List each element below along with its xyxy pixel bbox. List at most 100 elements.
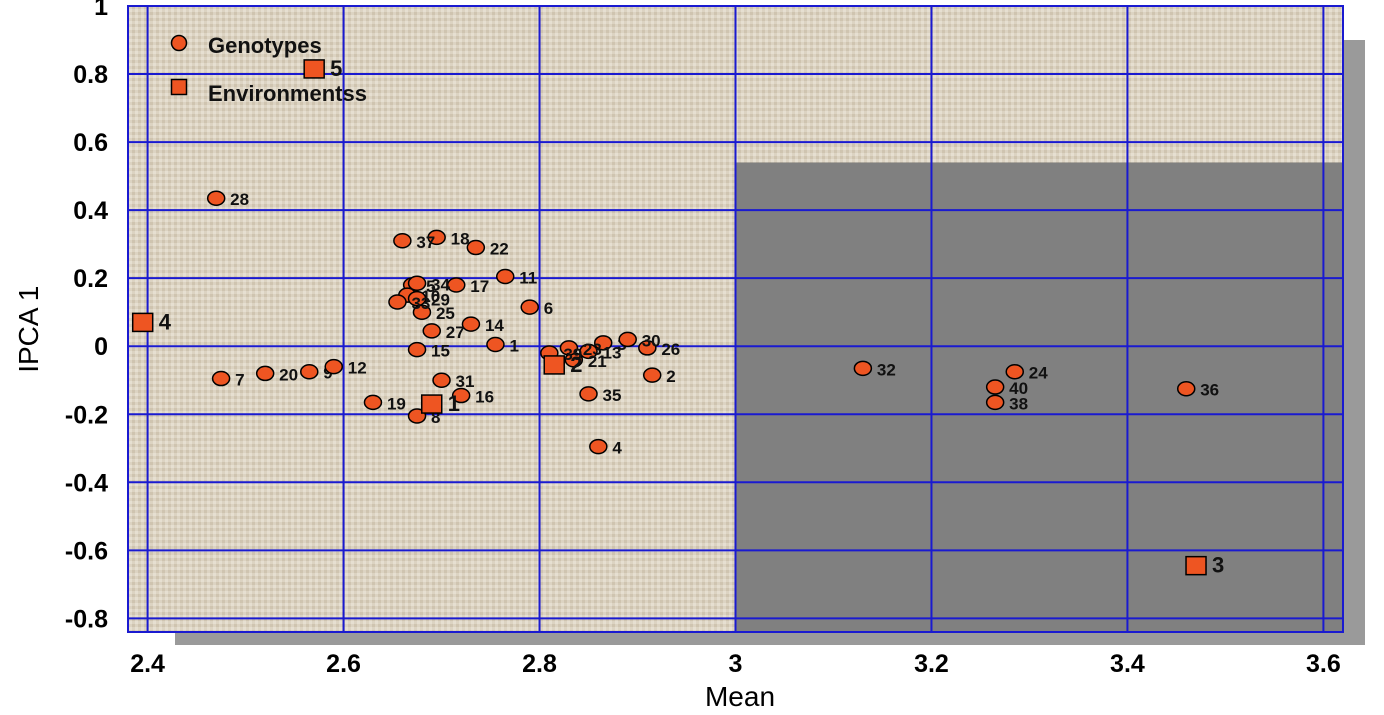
circle-marker <box>579 386 598 402</box>
circle-marker <box>427 229 446 246</box>
circle-marker <box>255 365 275 382</box>
point-label: 8 <box>431 408 440 427</box>
square-marker <box>1185 555 1207 576</box>
genotype-point: 14 <box>461 316 504 335</box>
point-label: 15 <box>431 342 450 361</box>
square-marker <box>131 312 154 333</box>
point-label: 11 <box>519 268 537 287</box>
circle-marker <box>206 190 226 206</box>
genotype-point: 7 <box>211 371 245 390</box>
genotype-point: 17 <box>446 277 489 296</box>
genotype-point: 32 <box>853 360 896 379</box>
point-label: 21 <box>588 352 607 371</box>
genotype-point: 18 <box>427 229 470 248</box>
point-label: 23 <box>583 340 602 359</box>
square-marker <box>421 394 443 414</box>
point-label: 18 <box>451 229 470 248</box>
y-tick-label: -0.6 <box>65 537 108 565</box>
point-label: 4 <box>159 309 172 334</box>
point-label: 24 <box>1029 364 1048 383</box>
point-label: 3 <box>1212 553 1224 578</box>
point-label: 31 <box>456 372 475 391</box>
genotype-point: 20 <box>255 365 298 384</box>
genotype-point: 33 <box>388 294 430 313</box>
circle-marker <box>412 304 432 320</box>
genotype-point: 30 <box>618 331 661 350</box>
square-marker <box>543 355 565 375</box>
genotype-point: 38 <box>985 394 1028 413</box>
point-label: 1 <box>448 391 460 416</box>
point-label: 2 <box>570 352 582 377</box>
point-label: 26 <box>661 340 680 359</box>
data-points: 1234567891011121314151617181920212223242… <box>131 56 1224 578</box>
circle-marker <box>1176 380 1196 397</box>
circle-marker <box>638 340 657 356</box>
circle-marker <box>461 316 481 332</box>
circle-marker <box>393 233 412 249</box>
circle-marker <box>363 394 383 411</box>
environment-point: 3 <box>1185 553 1224 578</box>
genotype-point: 34 <box>407 275 451 294</box>
genotype-point: 6 <box>520 299 553 318</box>
circle-marker <box>432 372 451 388</box>
circle-marker <box>593 335 613 351</box>
environment-point: 4 <box>131 309 172 334</box>
circle-marker <box>486 336 505 353</box>
x-axis-ticks: 2.4 2.6 2.8 3 3.2 3.4 3.6 <box>130 650 1341 678</box>
shaded-region <box>735 162 1343 632</box>
y-tick-label: 0.2 <box>73 265 108 293</box>
environment-point: 1 <box>421 391 460 416</box>
point-label: 20 <box>279 365 298 384</box>
genotype-point: 2 <box>642 367 676 386</box>
point-label: 32 <box>877 360 896 379</box>
point-label: 7 <box>235 371 244 390</box>
genotype-point: 37 <box>393 233 435 252</box>
genotype-point: 16 <box>451 387 494 407</box>
genotype-point: 40 <box>985 379 1028 398</box>
circle-marker <box>300 363 319 380</box>
point-label: 39 <box>563 345 582 364</box>
point-label: 38 <box>1009 394 1028 413</box>
genotype-point: 26 <box>638 340 680 359</box>
circle-marker <box>559 340 579 356</box>
circle-marker <box>618 331 637 348</box>
point-label: 9 <box>323 364 332 383</box>
circle-marker <box>324 358 344 375</box>
y-tick-label: 0 <box>94 333 108 361</box>
genotype-point: 22 <box>466 239 509 259</box>
point-label: 2 <box>666 367 675 386</box>
y-tick-label: -0.8 <box>65 605 108 633</box>
circle-marker <box>388 294 407 310</box>
circle-marker <box>446 277 466 293</box>
circle-marker <box>451 387 471 404</box>
y-tick-label: -0.4 <box>65 469 108 497</box>
genotype-point: 1 <box>486 336 519 356</box>
legend: Genotypes Environmentss <box>170 33 367 106</box>
x-tick-label: 3.2 <box>914 650 949 678</box>
circle-marker <box>589 438 608 455</box>
point-label: 30 <box>642 331 661 350</box>
legend-label-environments: Environmentss <box>208 81 367 106</box>
x-tick-label: 2.4 <box>130 650 165 678</box>
point-label: 5 <box>426 277 435 296</box>
y-tick-label: -0.2 <box>65 401 108 429</box>
genotype-point: 28 <box>206 190 249 209</box>
point-label: 22 <box>490 240 509 259</box>
circle-marker <box>495 268 515 285</box>
x-tick-label: 3.4 <box>1110 650 1145 678</box>
legend-label-genotypes: Genotypes <box>208 33 322 58</box>
y-tick-label: 0.4 <box>73 197 108 225</box>
y-tick-label: 0.8 <box>73 61 108 89</box>
circle-marker <box>466 239 486 256</box>
circle-marker <box>1005 363 1025 380</box>
point-label: 12 <box>348 359 367 378</box>
point-label: 19 <box>387 394 406 413</box>
plot-frame <box>127 5 1344 633</box>
genotype-point: 23 <box>559 340 602 359</box>
circle-marker <box>422 323 441 339</box>
point-label: 28 <box>230 190 249 209</box>
circle-marker <box>579 343 598 360</box>
circle-marker <box>642 367 662 383</box>
x-tick-label: 2.8 <box>522 650 557 678</box>
